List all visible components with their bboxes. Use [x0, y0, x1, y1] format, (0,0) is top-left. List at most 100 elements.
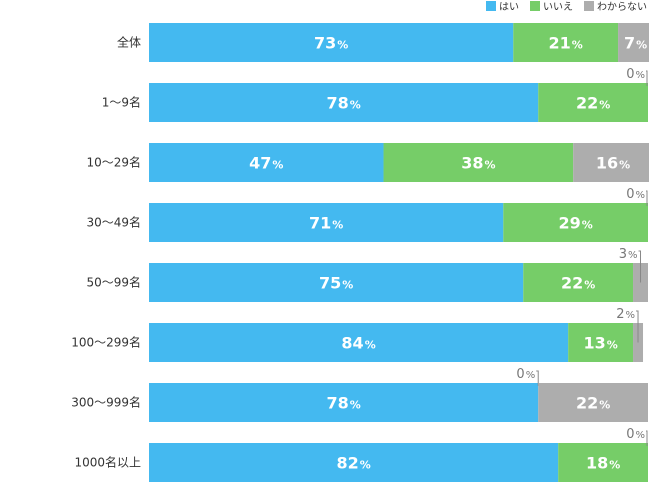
data-label-iie-value: 21 — [549, 34, 571, 53]
data-label-hai-value: 75 — [319, 274, 341, 293]
data-label-wakaranai-unit: % — [635, 70, 645, 81]
data-label-wakaranai: 7% — [624, 34, 647, 53]
legend: はい いいえ わからない — [486, 1, 647, 13]
data-label-hai-unit: % — [332, 219, 343, 232]
data-label-wakaranai-unit: % — [626, 310, 636, 321]
data-label-hai-unit: % — [350, 399, 361, 412]
category-label: 300〜999名 — [71, 395, 141, 410]
data-label-iie-unit: % — [584, 279, 595, 292]
category-label: 30〜49名 — [86, 215, 141, 230]
bar-segment-hai — [149, 323, 569, 362]
data-label-wakaranai: 2% — [616, 307, 635, 322]
category-label: 1〜9名 — [102, 95, 141, 110]
data-label-iie-value: 13 — [583, 334, 605, 353]
data-label-iie: 13% — [583, 334, 617, 353]
data-label-wakaranai: 0% — [626, 427, 645, 442]
data-label-iie-value: 18 — [586, 454, 608, 473]
bar-row: 47% 38% 16% — [149, 143, 649, 182]
data-label-wakaranai-value: 0 — [626, 427, 634, 442]
bar-segment-hai — [149, 23, 514, 62]
data-label-wakaranai-value: 3 — [619, 247, 627, 262]
data-label-hai: 73% — [314, 34, 348, 53]
data-label-wakaranai-value: 22 — [576, 394, 598, 413]
legend-swatch-wakaranai — [584, 1, 594, 11]
data-label-hai-unit: % — [342, 279, 353, 292]
data-label-hai: 47% — [249, 154, 283, 173]
bar-segment-hai — [149, 203, 504, 242]
data-label-wakaranai-value: 0 — [626, 67, 634, 82]
leader-line-iie — [536, 370, 539, 386]
data-label-wakaranai-unit: % — [599, 399, 610, 412]
category-label: 1000名以上 — [74, 455, 141, 470]
data-label-hai-unit: % — [360, 459, 371, 472]
data-label-hai-value: 71 — [309, 214, 331, 233]
leader-line-wakaranai — [636, 310, 639, 343]
bar-row: 75% 22%3% — [149, 247, 648, 302]
data-label-hai-unit: % — [337, 39, 348, 52]
data-label-hai-value: 78 — [326, 94, 348, 113]
data-label-iie-unit: % — [607, 339, 618, 352]
data-label-hai-value: 47 — [249, 154, 271, 173]
data-label-wakaranai-unit: % — [628, 250, 638, 261]
data-label-hai: 78% — [326, 94, 360, 113]
data-label-iie-unit: % — [599, 99, 610, 112]
data-label-wakaranai: 22% — [576, 394, 610, 413]
bar-segment-iie — [513, 23, 619, 62]
leader-line-wakaranai — [646, 190, 648, 206]
data-label-iie-value: 22 — [576, 94, 598, 113]
data-label-iie-unit: % — [609, 459, 620, 472]
data-label-iie: 18% — [586, 454, 620, 473]
bar-row: 73% 21% 7% — [149, 23, 649, 62]
bar-row: 78%0%22% — [149, 367, 648, 422]
data-label-wakaranai-unit: % — [619, 159, 630, 172]
data-label-wakaranai: 3% — [619, 247, 638, 262]
data-label-iie: 22% — [576, 94, 610, 113]
bar-segment-hai — [149, 443, 559, 482]
legend-label-iie: いいえ — [543, 1, 573, 13]
data-label-hai-unit: % — [365, 339, 376, 352]
data-label-iie-unit: % — [572, 39, 583, 52]
bar-segment-iie — [558, 443, 648, 482]
legend-label-hai: はい — [499, 1, 519, 13]
legend-item-iie: いいえ — [530, 1, 573, 13]
data-label-iie-unit: % — [582, 219, 593, 232]
data-label-hai-value: 78 — [326, 394, 348, 413]
data-label-wakaranai: 0% — [626, 187, 645, 202]
data-label-iie: 38% — [461, 154, 495, 173]
data-label-wakaranai-unit: % — [636, 39, 647, 52]
category-label: 10〜29名 — [86, 155, 141, 170]
bar-segment-hai — [149, 263, 524, 302]
legend-label-wakaranai: わからない — [597, 1, 647, 13]
leader-line-wakaranai — [646, 430, 648, 446]
legend-item-hai: はい — [486, 1, 519, 13]
data-label-wakaranai-value: 7 — [624, 34, 635, 53]
category-label: 100〜299名 — [71, 335, 141, 350]
bars: 73% 21% 7%78% 22%0%47% 38% 16%71% 29%0%75% 22%3… — [149, 23, 649, 482]
bar-segment-hai — [149, 83, 539, 122]
data-label-iie: 29% — [558, 214, 592, 233]
bar-segment-wakaranai — [618, 23, 649, 62]
data-label-wakaranai-value: 16 — [596, 154, 618, 173]
bar-segment-iie — [538, 83, 648, 122]
bar-segment-hai — [149, 143, 384, 182]
category-label: 50〜99名 — [86, 275, 141, 290]
data-label-hai-value: 82 — [336, 454, 358, 473]
data-label-iie-value: 29 — [558, 214, 580, 233]
data-label-wakaranai-value: 2 — [616, 307, 624, 322]
bar-row: 82% 18%0% — [149, 427, 648, 482]
data-label-iie-unit: % — [526, 370, 536, 381]
bar-segment-iie — [503, 203, 648, 242]
bar-segment-iie — [523, 263, 634, 302]
data-label-wakaranai-unit: % — [635, 430, 645, 441]
data-label-iie: 0% — [516, 367, 535, 382]
legend-swatch-iie — [530, 1, 540, 11]
data-label-iie-unit: % — [484, 159, 495, 172]
leader-line-wakaranai — [638, 250, 642, 283]
bar-segment-wakaranai — [538, 383, 648, 422]
data-label-hai: 84% — [341, 334, 375, 353]
data-label-iie: 22% — [561, 274, 595, 293]
leader-line-wakaranai — [646, 70, 648, 86]
data-label-hai: 82% — [336, 454, 370, 473]
data-label-wakaranai-unit: % — [635, 190, 645, 201]
